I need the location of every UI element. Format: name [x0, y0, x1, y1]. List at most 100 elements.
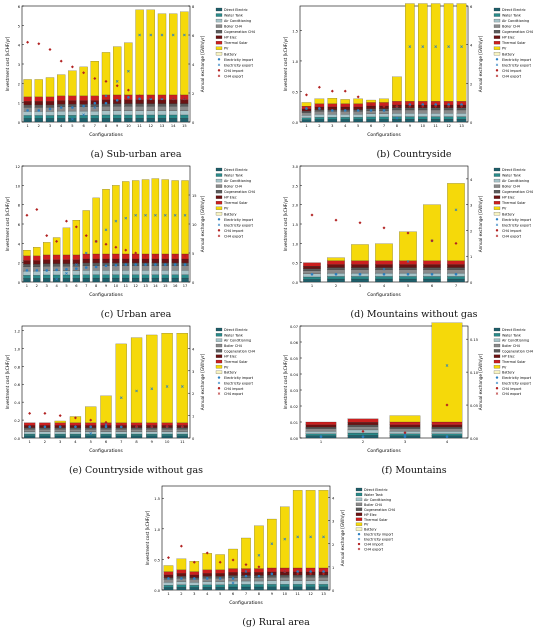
bar-segment-pv — [34, 79, 43, 97]
bar-segment — [33, 264, 41, 267]
bar-segment — [340, 103, 350, 108]
electricity-import-marker — [65, 267, 68, 271]
legend-swatch — [493, 167, 501, 172]
bar-segment — [303, 262, 321, 267]
legend-label: CH4 export — [224, 234, 244, 238]
bar-segment-pv — [171, 180, 179, 255]
x-tick-label: 2 — [180, 592, 182, 596]
legend-swatch — [493, 333, 501, 337]
legend-label: Electricity import — [364, 533, 394, 537]
bar-segment — [241, 580, 251, 585]
bar-segment — [62, 259, 71, 264]
chart-panel: 0 1 2 3 4 5 6 0 2 4 6 8 Investment cost [kCHF/yr] Ann… — [0, 0, 272, 161]
bar-segment — [34, 96, 43, 102]
x-tick-label: 2 — [362, 440, 364, 444]
chart-svg: 0.0 0.5 1.0 1.5 2.0 2.5 3.0 0 1 2 3 4 Investment cos… — [283, 165, 533, 298]
electricity-import-marker — [218, 577, 222, 580]
bar-segment — [131, 253, 140, 260]
legend-label: Battery — [224, 212, 237, 216]
bar-segment — [92, 258, 100, 264]
bar-segment — [318, 574, 329, 578]
electricity-export-marker — [149, 33, 153, 37]
legend-label: Cogeneration CH4 — [502, 349, 533, 353]
legend-label: Electricity import — [502, 58, 532, 62]
bar-segment-pv — [405, 3, 415, 102]
y-tick-label: 0.05 — [290, 357, 298, 361]
bar-segment — [122, 270, 130, 275]
bar-segment — [423, 260, 441, 265]
bar-segment-pv — [353, 98, 363, 104]
x-tick-label: 9 — [105, 284, 108, 288]
bar-segment — [82, 253, 90, 260]
bar-segment — [157, 110, 167, 116]
x-axis-label: Configurations — [367, 292, 401, 298]
electricity-export-marker — [183, 33, 186, 37]
electricity-import-marker — [115, 98, 119, 102]
legend-label: CH4 export — [502, 392, 522, 396]
legend-swatch — [493, 35, 501, 39]
bar-segment — [347, 432, 379, 436]
electricity-import-marker — [180, 577, 183, 580]
bar-segment — [301, 115, 312, 118]
electricity-import-marker — [447, 103, 450, 106]
x-tick-label: 6 — [75, 284, 78, 288]
bar-segment — [327, 103, 338, 108]
electricity-import-marker — [138, 97, 141, 101]
legend-label: CH4 import — [502, 387, 522, 391]
y2-tick-label: 15 — [192, 194, 197, 198]
electricity-import-marker — [343, 109, 347, 112]
bar-segment — [303, 268, 321, 271]
y2-tick-label: 0 — [192, 281, 195, 285]
bar-segment — [69, 435, 82, 439]
bar-segment — [146, 110, 155, 116]
y-tick-label: 0.01 — [290, 421, 298, 425]
legend-swatch — [493, 13, 501, 17]
legend-swatch — [215, 178, 223, 183]
electricity-import-marker — [244, 574, 248, 578]
electricity-export-marker — [445, 364, 449, 367]
legend-label: HP Elec — [502, 355, 515, 359]
bar-segment — [52, 263, 61, 267]
electricity-import-marker — [37, 109, 41, 112]
bar-segment — [418, 116, 428, 120]
legend-marker — [357, 547, 361, 551]
legend-swatch — [215, 18, 223, 23]
ch4-import-marker — [430, 239, 434, 243]
bar-segment — [314, 111, 325, 115]
bar-segment — [353, 103, 363, 108]
bar-segment — [151, 277, 160, 283]
bar-segment — [141, 265, 150, 271]
legend-marker — [495, 63, 499, 67]
bar-segment — [85, 429, 97, 432]
legend-label: Electricity export — [364, 538, 394, 542]
y-tick-label: 1.0 — [292, 60, 298, 64]
bar-segment — [423, 264, 441, 268]
chart-svg: 0.0 0.2 0.4 0.6 0.8 1.0 1.2 0 1 2 3 4 Investment cos… — [5, 325, 255, 454]
y-tick-label: 0.5 — [292, 262, 298, 266]
bar-segment — [122, 277, 130, 283]
y2-tick-label: 4 — [470, 178, 473, 182]
bar-segment — [122, 265, 130, 271]
legend-swatch — [493, 370, 501, 374]
electricity-export-marker — [115, 80, 119, 83]
bar-segment — [52, 274, 61, 279]
bar-segment — [303, 279, 321, 283]
ch4-import-marker — [163, 254, 167, 258]
bar-segment — [314, 119, 325, 123]
bar-segment — [163, 571, 174, 576]
bar-segment — [314, 117, 325, 120]
bar-segment — [292, 580, 303, 585]
electricity-import-marker — [430, 272, 434, 276]
legend-swatch — [493, 206, 501, 210]
electricity-import-marker — [270, 572, 274, 576]
chart-panel: 0.00 0.01 0.02 0.03 0.04 0.05 0.06 0.07 0.00 0.05… — [278, 320, 550, 477]
electricity-import-marker — [421, 103, 425, 106]
y2-tick-label: 0.05 — [470, 404, 478, 408]
bar-segment — [62, 254, 71, 260]
x-tick-label: 5 — [219, 592, 221, 596]
bar-segment — [181, 270, 189, 275]
bar-segment — [340, 117, 350, 120]
legend-label: Thermal Solar — [223, 201, 248, 205]
ch4-import-marker — [104, 242, 108, 246]
